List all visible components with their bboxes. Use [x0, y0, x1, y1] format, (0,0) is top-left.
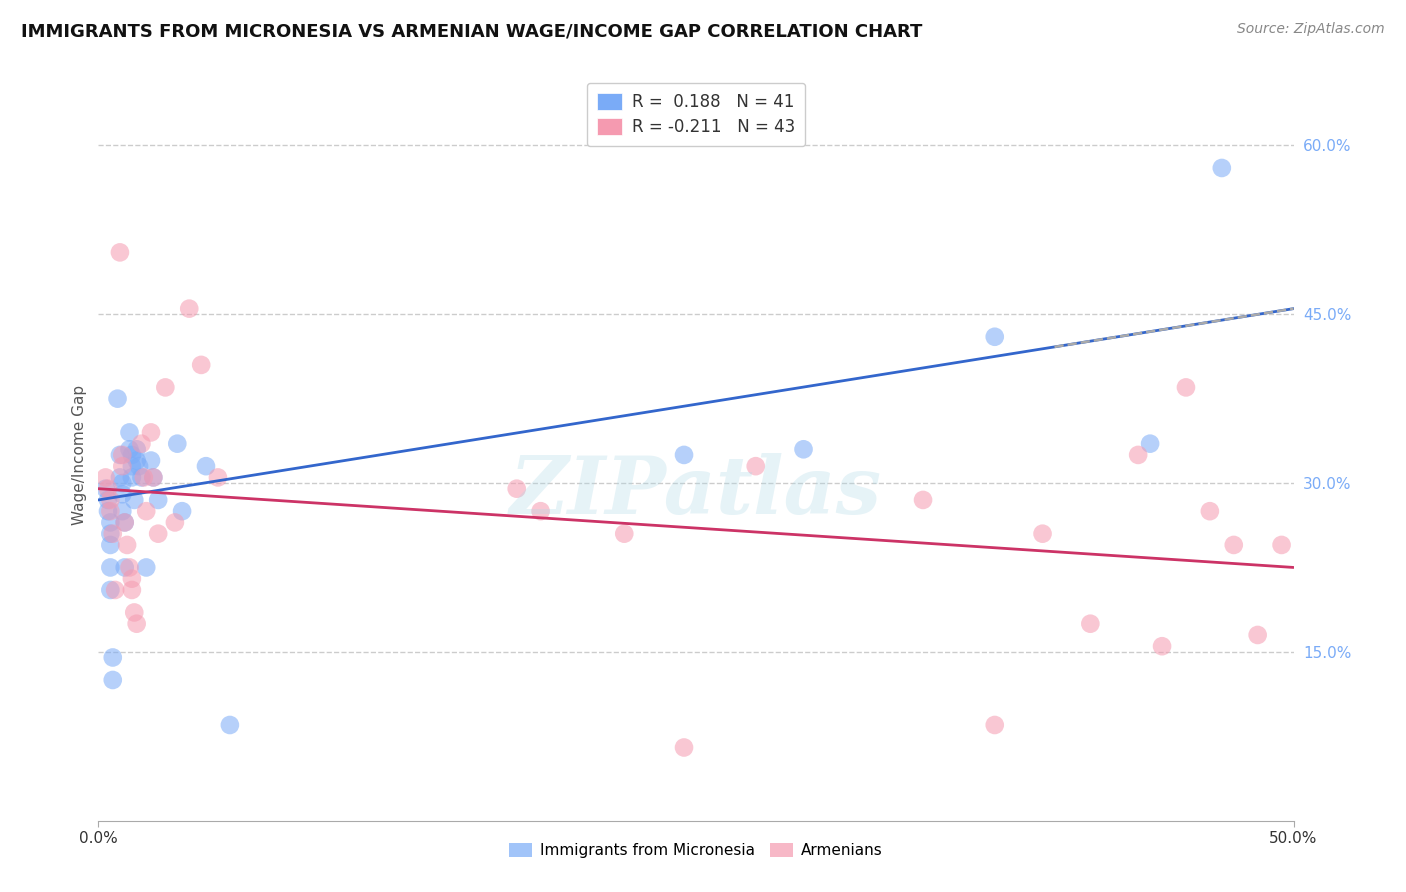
Point	[98, 560, 122, 574]
Point	[128, 459, 150, 474]
Point	[115, 538, 138, 552]
Point	[148, 526, 170, 541]
Point	[124, 606, 146, 620]
Point	[124, 492, 146, 507]
Point	[207, 470, 229, 484]
Point	[114, 516, 136, 530]
Legend: Immigrants from Micronesia, Armenians: Immigrants from Micronesia, Armenians	[503, 837, 889, 864]
Point	[101, 650, 124, 665]
Point	[135, 504, 157, 518]
Point	[1247, 628, 1270, 642]
Point	[101, 526, 124, 541]
Point	[121, 459, 143, 474]
Point	[1128, 448, 1150, 462]
Point	[1223, 538, 1246, 552]
Point	[148, 492, 170, 507]
Point	[139, 453, 162, 467]
Point	[1080, 616, 1102, 631]
Point	[125, 453, 148, 467]
Point	[97, 504, 120, 518]
Point	[97, 482, 120, 496]
Point	[1152, 639, 1174, 653]
Point	[94, 470, 117, 484]
Point	[114, 560, 136, 574]
Text: IMMIGRANTS FROM MICRONESIA VS ARMENIAN WAGE/INCOME GAP CORRELATION CHART: IMMIGRANTS FROM MICRONESIA VS ARMENIAN W…	[21, 22, 922, 40]
Point	[139, 425, 162, 440]
Point	[108, 448, 131, 462]
Point	[195, 459, 218, 474]
Point	[101, 673, 124, 687]
Y-axis label: Wage/Income Gap: Wage/Income Gap	[72, 384, 87, 525]
Point	[1199, 504, 1222, 518]
Point	[118, 442, 141, 457]
Point	[111, 476, 134, 491]
Point	[125, 442, 148, 457]
Point	[108, 470, 131, 484]
Point	[125, 616, 148, 631]
Point	[131, 436, 153, 450]
Point	[142, 470, 165, 484]
Point	[793, 442, 815, 457]
Point	[506, 482, 529, 496]
Point	[911, 492, 934, 507]
Point	[673, 448, 696, 462]
Point	[121, 470, 143, 484]
Point	[1139, 436, 1161, 450]
Point	[1175, 380, 1198, 394]
Point	[108, 245, 131, 260]
Point	[179, 301, 201, 316]
Point	[111, 448, 134, 462]
Point	[1211, 161, 1233, 175]
Point	[530, 504, 553, 518]
Point	[118, 425, 141, 440]
Point	[984, 330, 1007, 344]
Point	[142, 470, 165, 484]
Point	[98, 516, 122, 530]
Point	[984, 718, 1007, 732]
Point	[673, 740, 696, 755]
Point	[166, 436, 188, 450]
Point	[135, 560, 157, 574]
Point	[98, 526, 122, 541]
Point	[98, 538, 122, 552]
Point	[131, 470, 153, 484]
Point	[98, 504, 122, 518]
Point	[111, 504, 134, 518]
Point	[114, 516, 136, 530]
Text: ZIPatlas: ZIPatlas	[510, 453, 882, 530]
Point	[163, 516, 186, 530]
Point	[155, 380, 177, 394]
Point	[97, 492, 120, 507]
Point	[745, 459, 768, 474]
Point	[190, 358, 212, 372]
Point	[121, 448, 143, 462]
Point	[1271, 538, 1294, 552]
Point	[98, 492, 122, 507]
Point	[98, 582, 122, 597]
Point	[1032, 526, 1054, 541]
Point	[118, 560, 141, 574]
Point	[94, 482, 117, 496]
Point	[172, 504, 194, 518]
Point	[107, 392, 129, 406]
Text: Source: ZipAtlas.com: Source: ZipAtlas.com	[1237, 22, 1385, 37]
Point	[111, 459, 134, 474]
Point	[111, 487, 134, 501]
Point	[613, 526, 636, 541]
Point	[219, 718, 242, 732]
Point	[121, 582, 143, 597]
Point	[121, 572, 143, 586]
Point	[104, 582, 127, 597]
Point	[132, 470, 155, 484]
